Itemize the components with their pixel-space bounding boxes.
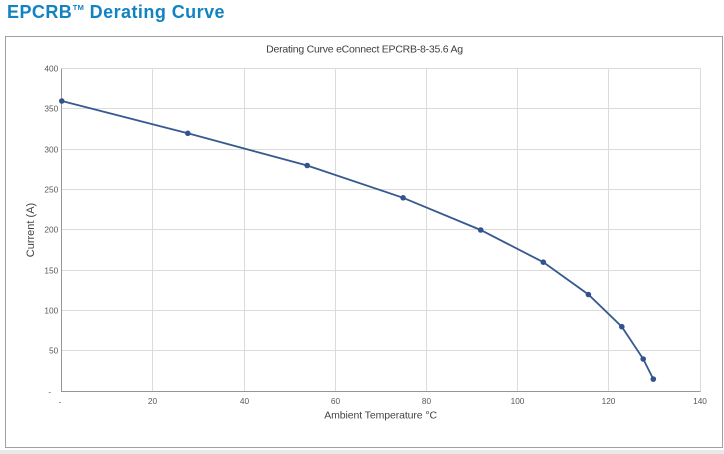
svg-text:Derating Curve eConnect EPCRB-: Derating Curve eConnect EPCRB-8-35.6 Ag bbox=[266, 43, 463, 55]
svg-text:350: 350 bbox=[44, 103, 58, 113]
svg-text:-: - bbox=[59, 397, 62, 407]
svg-text:100: 100 bbox=[511, 396, 525, 406]
svg-text:40: 40 bbox=[240, 396, 250, 406]
svg-text:Current (A): Current (A) bbox=[25, 203, 37, 257]
svg-text:300: 300 bbox=[44, 144, 58, 154]
svg-text:60: 60 bbox=[331, 396, 341, 406]
svg-text:Ambient Temperature °C: Ambient Temperature °C bbox=[324, 410, 437, 422]
svg-text:100: 100 bbox=[44, 305, 58, 315]
svg-text:20: 20 bbox=[148, 396, 158, 406]
svg-text:-: - bbox=[48, 387, 51, 397]
svg-text:50: 50 bbox=[49, 345, 59, 355]
svg-text:120: 120 bbox=[602, 396, 616, 406]
svg-text:140: 140 bbox=[693, 396, 707, 406]
svg-text:200: 200 bbox=[44, 224, 58, 234]
svg-text:150: 150 bbox=[44, 265, 58, 275]
svg-text:400: 400 bbox=[44, 63, 58, 73]
svg-text:250: 250 bbox=[44, 184, 58, 194]
svg-text:80: 80 bbox=[422, 396, 432, 406]
